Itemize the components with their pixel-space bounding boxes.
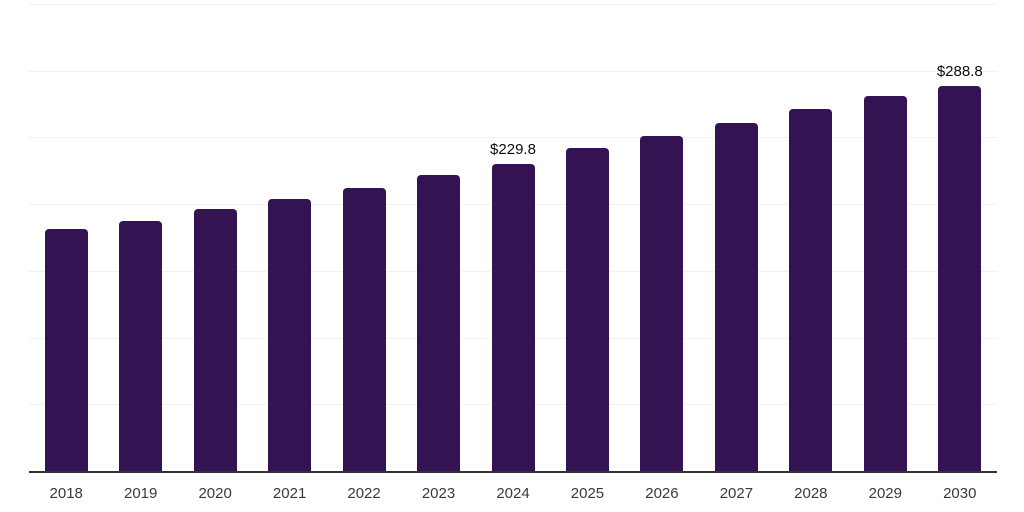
x-tick-label-2021: 2021: [272, 485, 307, 502]
gridline: [29, 4, 997, 5]
x-tick-label-2029: 2029: [868, 485, 902, 502]
bar-2021: [268, 198, 312, 471]
x-tick-label-2028: 2028: [794, 485, 828, 502]
bar-value-label-2030: $288.8: [936, 62, 983, 80]
bar-2019: [119, 221, 163, 471]
x-axis-line: [29, 471, 997, 473]
x-tick-label-2020: 2020: [198, 485, 232, 502]
bar-2029: [863, 96, 907, 471]
bar-2030: [938, 85, 982, 471]
bar-2023: [417, 174, 461, 471]
bar-2020: [193, 209, 237, 471]
x-tick-label-2030: 2030: [943, 485, 977, 502]
bar-value-label-2024: $229.8: [490, 141, 536, 159]
x-tick-label-2019: 2019: [124, 485, 158, 502]
gridline: [29, 137, 997, 139]
x-tick-label-2018: 2018: [49, 485, 83, 502]
bar-2027: [714, 122, 758, 471]
x-tick-label-2024: 2024: [496, 485, 530, 502]
x-tick-label-2027: 2027: [719, 485, 754, 502]
gridline: [29, 70, 997, 72]
x-tick-label-2025: 2025: [570, 485, 605, 502]
bar-2022: [342, 188, 386, 471]
bar-2026: [640, 136, 684, 471]
x-tick-label-2022: 2022: [347, 485, 381, 502]
x-tick-label-2026: 2026: [645, 485, 679, 502]
bar-2024: [491, 164, 535, 471]
bar-2025: [565, 148, 609, 471]
x-tick-label-2023: 2023: [421, 485, 456, 502]
bar-2018: [44, 229, 88, 471]
bar-2028: [789, 109, 833, 471]
